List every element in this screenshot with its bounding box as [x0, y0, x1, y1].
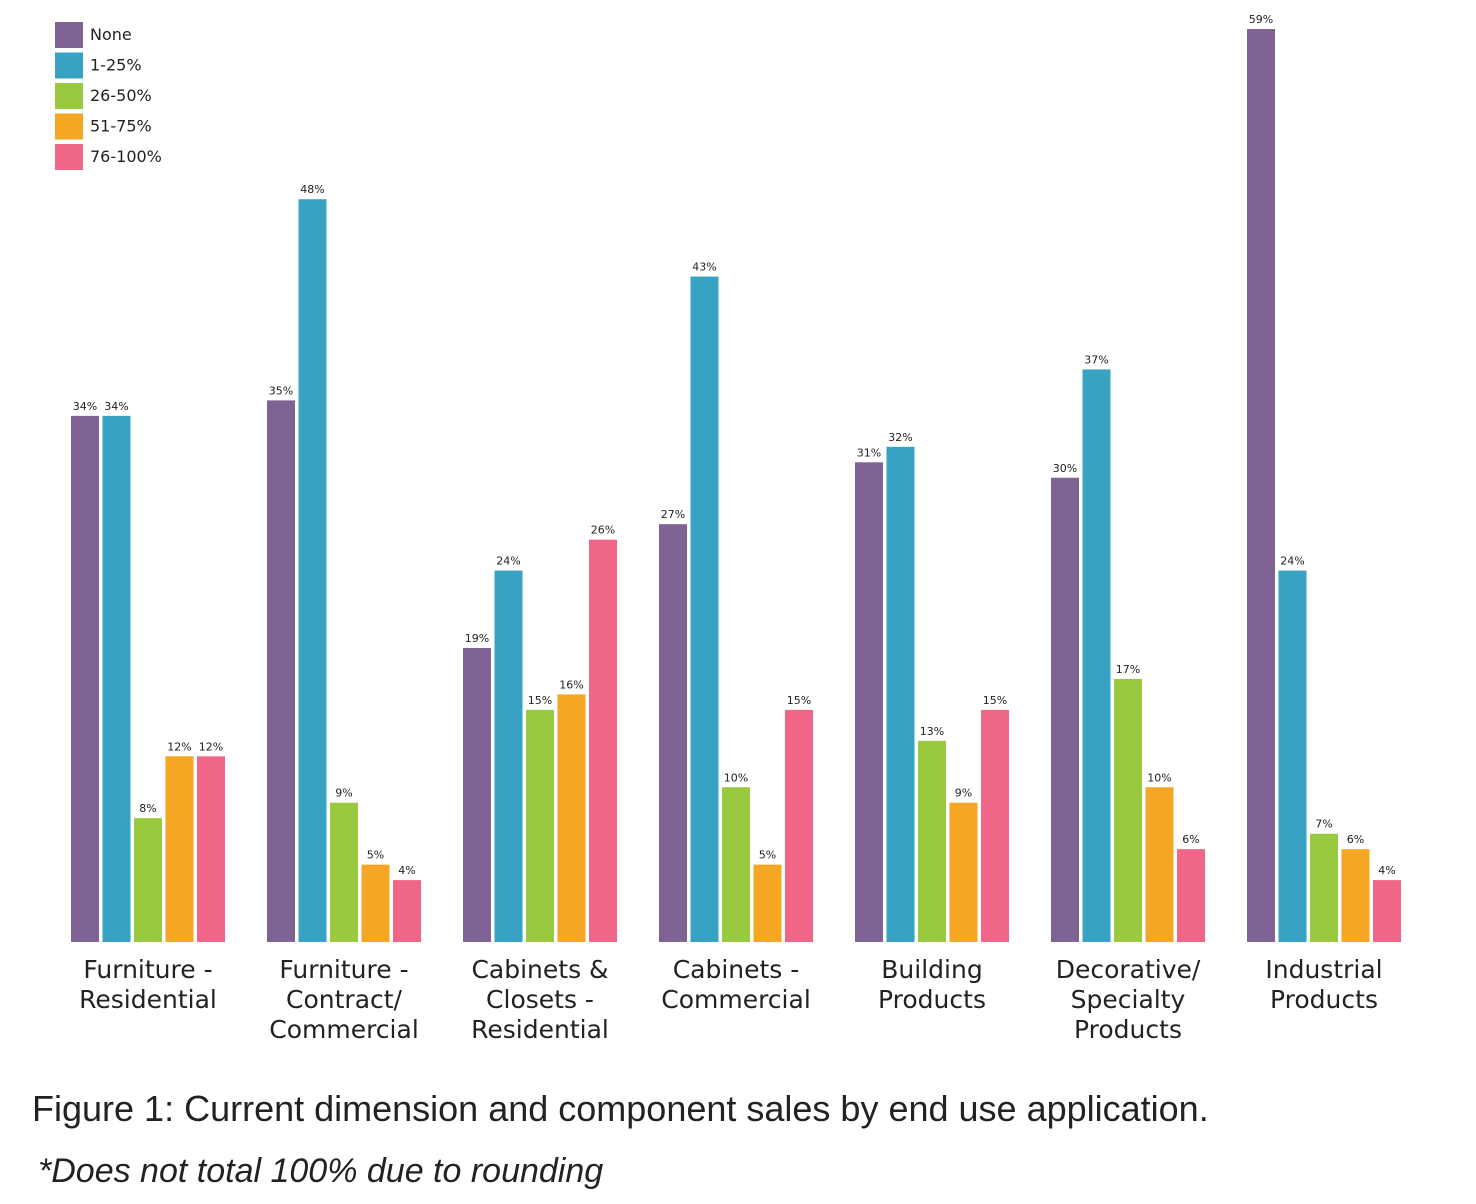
bar-2-0: [463, 647, 491, 942]
bar-5-0: [1051, 477, 1079, 942]
bar-1-3: [361, 864, 390, 942]
bar-2-1: [494, 570, 523, 942]
legend-label: 26-50%: [90, 86, 152, 105]
bar-5-1: [1082, 369, 1111, 942]
bar-2-2: [526, 709, 554, 942]
value-label: 4%: [1378, 864, 1395, 877]
legend-swatch: [55, 22, 83, 48]
legend-label: None: [90, 25, 132, 44]
bar-0-1: [102, 415, 131, 943]
value-label: 10%: [1147, 771, 1171, 784]
category-label: Industrial Products: [1265, 955, 1382, 1014]
bar-4-4: [981, 709, 1009, 942]
bar-6-2: [1310, 833, 1338, 942]
bar-5-4: [1177, 849, 1205, 942]
value-label: 37%: [1084, 353, 1108, 366]
legend-label: 51-75%: [90, 117, 152, 136]
bar-3-1: [690, 276, 719, 942]
legend-label: 76-100%: [90, 147, 162, 166]
value-label: 34%: [73, 400, 97, 413]
legend-swatch: [55, 83, 83, 109]
bar-1-1: [298, 199, 327, 942]
value-label: 43%: [692, 261, 716, 274]
value-label: 16%: [559, 678, 583, 691]
legend-swatch: [55, 52, 83, 79]
legend-swatch: [55, 144, 83, 170]
bar-0-2: [134, 818, 162, 942]
value-label: 24%: [496, 555, 520, 568]
bar-5-2: [1114, 678, 1142, 942]
bar-4-3: [949, 802, 978, 942]
bar-5-3: [1145, 787, 1174, 942]
value-label: 30%: [1053, 462, 1077, 475]
value-label: 6%: [1347, 833, 1364, 846]
value-label: 9%: [955, 787, 972, 800]
legend-swatch: [55, 113, 83, 140]
bar-2-4: [589, 539, 617, 942]
category-labels-group: Furniture -Residential Furniture -Contrac…: [79, 955, 1382, 1044]
category-label: Furniture -Contract/Commercial: [269, 955, 419, 1044]
value-label: 9%: [335, 787, 352, 800]
value-label: 5%: [759, 849, 776, 862]
value-label: 59%: [1249, 13, 1273, 26]
value-label: 32%: [888, 431, 912, 444]
bar-6-1: [1278, 570, 1307, 942]
bar-6-4: [1373, 880, 1401, 942]
legend-label: 1-25%: [90, 56, 142, 75]
bar-1-2: [330, 802, 358, 942]
value-label: 24%: [1280, 555, 1304, 568]
bar-6-3: [1341, 849, 1370, 942]
value-label: 10%: [724, 771, 748, 784]
bar-3-4: [785, 709, 813, 942]
bar-0-0: [71, 415, 99, 943]
value-label: 34%: [104, 400, 128, 413]
bar-4-0: [855, 462, 883, 942]
value-label: 15%: [787, 694, 811, 707]
bar-1-4: [393, 880, 421, 942]
value-label: 26%: [591, 524, 615, 537]
value-label: 15%: [983, 694, 1007, 707]
value-label: 7%: [1315, 818, 1332, 831]
figure-caption: Figure 1: Current dimension and componen…: [32, 1088, 1209, 1129]
value-label: 8%: [139, 802, 156, 815]
bar-4-2: [918, 740, 946, 942]
value-label: 27%: [661, 508, 685, 521]
value-label: 12%: [199, 740, 223, 753]
bar-0-3: [165, 756, 194, 942]
category-label: Building Products: [878, 955, 986, 1014]
bar-3-2: [722, 787, 750, 942]
category-label: Decorative/Specialty Products: [1056, 955, 1201, 1044]
value-label: 13%: [920, 725, 944, 738]
value-label: 19%: [465, 632, 489, 645]
value-label: 48%: [300, 183, 324, 196]
bar-1-0: [267, 400, 295, 942]
value-label: 35%: [269, 384, 293, 397]
bar-3-3: [753, 864, 782, 942]
bar-4-1: [886, 446, 915, 942]
value-label: 6%: [1182, 833, 1199, 846]
bar-chart: None 1-25% 26-50% 51-75% 76-100% 34% 34% 8% 12%…: [55, 13, 1401, 1044]
value-label: 17%: [1116, 663, 1140, 676]
bar-3-0: [659, 524, 687, 942]
value-label: 12%: [167, 740, 191, 753]
category-label: Cabinets -Commercial: [661, 955, 811, 1014]
legend: None 1-25% 26-50% 51-75% 76-100%: [55, 22, 162, 170]
value-labels-group: 34% 34% 8% 12% 12% 35% 48% 9% 5% 4% 19% 24% 15% 16% 26…: [73, 13, 1396, 877]
category-label: Cabinets & Closets -Residential: [471, 955, 609, 1044]
bar-0-4: [197, 756, 225, 942]
value-label: 31%: [857, 446, 881, 459]
footnote: *Does not total 100% due to rounding: [38, 1152, 604, 1190]
bars-group: [71, 29, 1401, 943]
value-label: 5%: [367, 849, 384, 862]
bar-6-0: [1247, 29, 1275, 942]
value-label: 4%: [398, 864, 415, 877]
bar-2-3: [557, 694, 586, 942]
value-label: 15%: [528, 694, 552, 707]
category-label: Furniture -Residential: [79, 955, 217, 1014]
